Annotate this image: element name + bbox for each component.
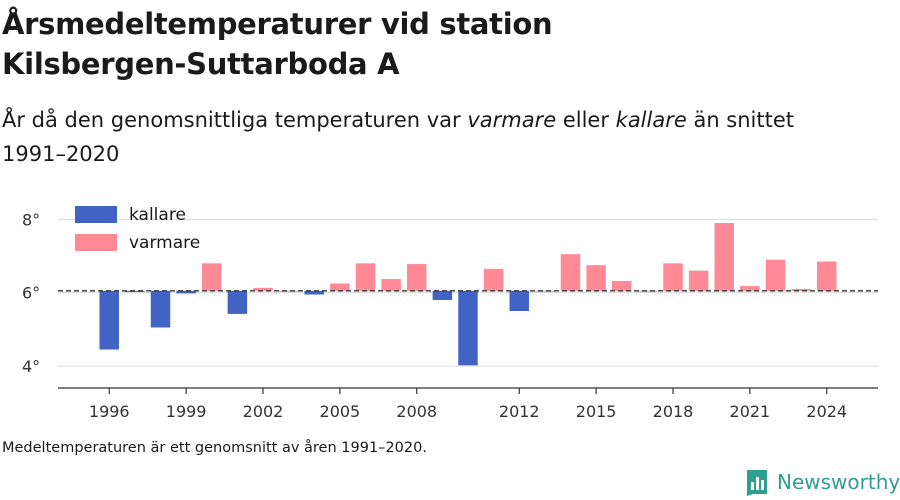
legend-swatch-colder: [75, 206, 117, 223]
x-tick-label: 2002: [243, 402, 284, 421]
bar-2009: [432, 290, 453, 300]
x-tick-labels: 1996 1999 2002 2005 2008 2012 2015 2018 2021 2024: [89, 388, 847, 421]
legend-label-warmer: varmare: [129, 233, 200, 253]
y-tick-label: 4°: [22, 357, 40, 376]
x-tick-label: 2018: [653, 402, 694, 421]
bar-2010: [458, 290, 478, 366]
x-tick-label: 2024: [806, 402, 847, 421]
bar-2018: [663, 263, 683, 291]
bar-2005: [330, 283, 350, 291]
bar-2014: [560, 254, 581, 291]
x-tick-label: 2005: [320, 402, 361, 421]
bar-chart: 4° 6° 8° 1996 1999 2002 2005 2008 2012 2015 2018 2…: [22, 205, 878, 421]
bar-2007: [381, 279, 401, 291]
subtitle-text-1: År då den genomsnittliga temperaturen va…: [2, 108, 468, 132]
chart-title-line-1: Årsmedeltemperaturer vid station: [2, 7, 553, 41]
bar-2012: [509, 290, 529, 311]
x-tick-label: 1999: [166, 402, 207, 421]
legend-label-colder: kallare: [129, 205, 186, 225]
legend-swatch-warmer: [75, 234, 117, 251]
subtitle-line-2: 1991–2020: [2, 142, 120, 166]
bar-2013: [535, 290, 555, 292]
bars: [99, 223, 837, 366]
x-tick-label: 2008: [396, 402, 437, 421]
bar-1999: [176, 290, 196, 294]
brand-name: Newsworthy: [777, 470, 900, 494]
bar-2004: [304, 290, 324, 295]
x-tick-label: 2021: [730, 402, 771, 421]
x-tick-label: 2012: [499, 402, 540, 421]
bar-2001: [227, 290, 248, 314]
bar-2002: [253, 287, 273, 291]
bar-chart-logo-icon: [747, 470, 767, 496]
footnote: Medeltemperaturen är ett genomsnitt av å…: [2, 440, 427, 456]
bar-2003: [278, 290, 299, 292]
bar-2022: [765, 259, 786, 291]
chart-title-line-2: Kilsbergen-Suttarboda A: [2, 47, 400, 81]
x-tick-label: 2015: [576, 402, 617, 421]
bar-1996: [99, 290, 119, 350]
bar-2008: [407, 264, 427, 291]
bar-2024: [817, 261, 837, 291]
chart-subtitle: År då den genomsnittliga temperaturen va…: [2, 103, 882, 171]
bar-2017: [637, 290, 658, 292]
bar-2019: [688, 270, 709, 291]
bar-2011: [483, 268, 504, 291]
subtitle-warm-word: varmare: [467, 108, 557, 132]
subtitle-cold-word: kallare: [615, 108, 687, 132]
bar-2000: [202, 263, 222, 291]
bar-2016: [612, 280, 632, 291]
chart-title: Årsmedeltemperaturer vid station Kilsber…: [2, 4, 882, 84]
y-tick-label: 6°: [22, 284, 40, 303]
x-tick-label: 1996: [89, 402, 130, 421]
y-tick-label: 8°: [22, 210, 40, 229]
bar-2020: [714, 223, 734, 291]
y-tick-labels: 4° 6° 8°: [22, 210, 40, 376]
bar-2021: [740, 286, 760, 291]
subtitle-line-1: År då den genomsnittliga temperaturen va…: [2, 103, 882, 137]
bar-1998: [150, 290, 171, 328]
legend: kallare varmare: [75, 205, 200, 253]
bar-2023: [791, 289, 811, 291]
bar-2015: [586, 265, 606, 291]
subtitle-text-3: än snittet: [686, 108, 795, 132]
bar-2006: [355, 263, 376, 291]
subtitle-text-2: eller: [556, 108, 616, 132]
brand-logo[interactable]: Newsworthy: [745, 468, 900, 496]
